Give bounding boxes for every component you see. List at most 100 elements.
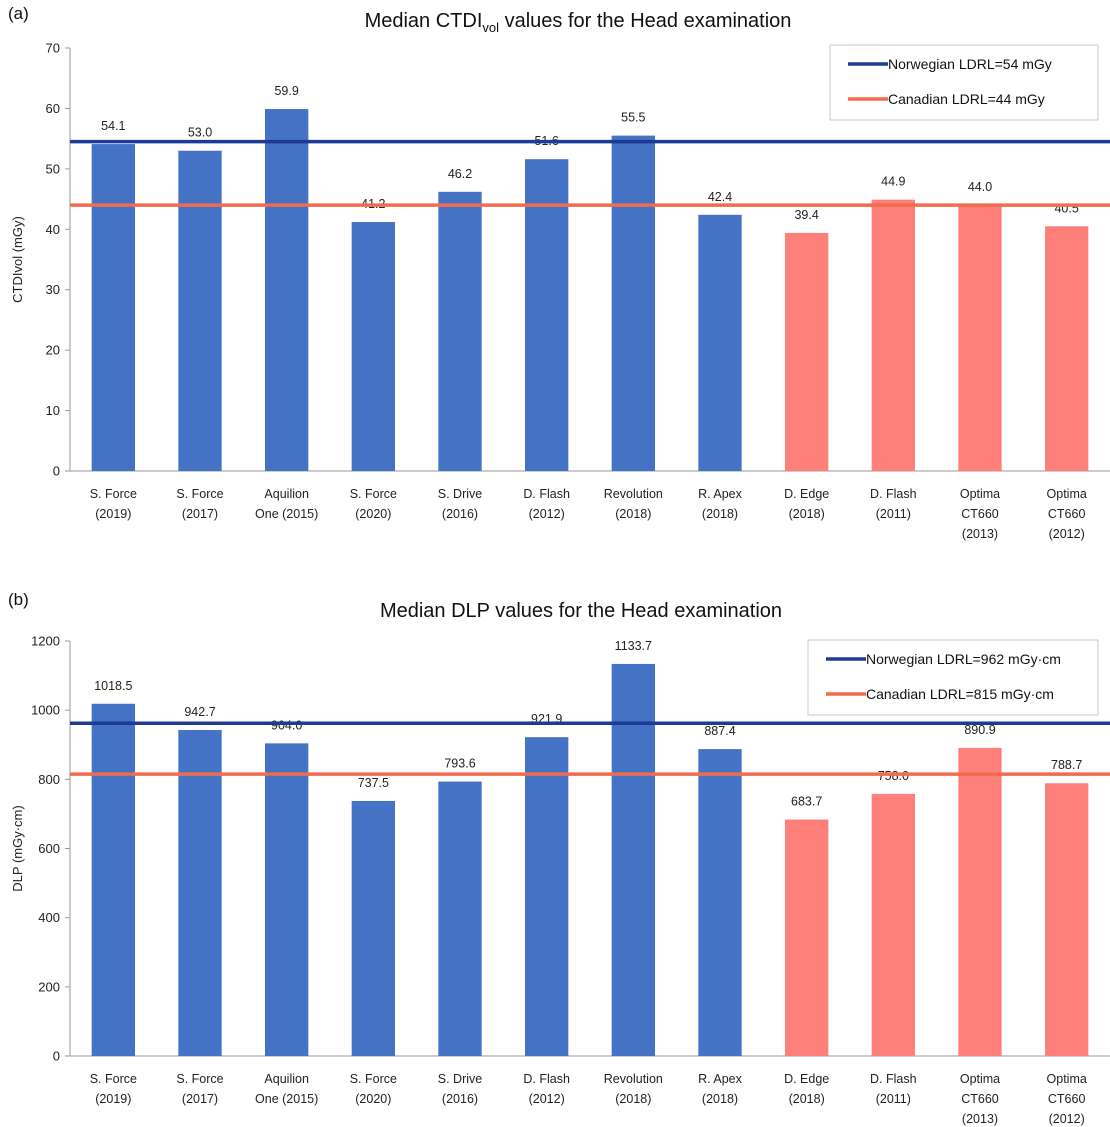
- chart0-bar-value-label: 54.1: [101, 119, 125, 133]
- chart0-category-label: R. Apex: [698, 487, 743, 501]
- chart1-category-label: Revolution: [604, 1072, 663, 1086]
- chart1-bar-value-label: 887.4: [704, 724, 735, 738]
- chart0-category-label: (2018): [789, 507, 825, 521]
- chart1-bar: [525, 737, 569, 1056]
- chart0-bar-value-label: 39.4: [794, 208, 818, 222]
- panel-b-label: (b): [8, 590, 29, 609]
- chart0-bar-value-label: 59.9: [274, 84, 298, 98]
- chart0-bar-value-label: 44.0: [968, 180, 992, 194]
- chart0-category-label: (2011): [876, 507, 911, 521]
- chart1-category-label: S. Drive: [438, 1072, 483, 1086]
- chart1-ytick-label: 400: [38, 910, 60, 925]
- chart0-category-label: S. Force: [350, 487, 397, 501]
- chart0-category-label: D. Edge: [784, 487, 829, 501]
- chart0-category-label: (2020): [355, 507, 391, 521]
- chart0-category-label: (2012): [529, 507, 565, 521]
- chart1-bar: [438, 781, 482, 1056]
- chart1-category-label: One (2015): [255, 1092, 318, 1106]
- chart0-bar: [1045, 226, 1089, 471]
- chart0-category-label: CT660: [961, 507, 999, 521]
- chart0-bar: [785, 232, 829, 471]
- chart1-bar: [871, 793, 915, 1056]
- chart1-category-label: D. Flash: [870, 1072, 917, 1086]
- chart0-category-label: Optima: [960, 487, 1000, 501]
- chart0-category-label: (2018): [615, 507, 651, 521]
- chart1-bar-value-label: 942.7: [184, 705, 215, 719]
- dlp-chart: Median DLP values for the Head examinati…: [10, 600, 1110, 1126]
- chart1-category-label: (2020): [355, 1092, 391, 1106]
- chart1-category-label: (2016): [442, 1092, 478, 1106]
- chart1-bar-value-label: 788.7: [1051, 758, 1082, 772]
- chart0-category-label: (2019): [95, 507, 131, 521]
- chart1-category-label: R. Apex: [698, 1072, 743, 1086]
- chart0-bar: [871, 199, 915, 471]
- chart0-category-label: CT660: [1048, 507, 1086, 521]
- chart0-category-label: D. Flash: [870, 487, 917, 501]
- chart1-bar: [611, 663, 655, 1056]
- chart0-category-label: (2017): [182, 507, 218, 521]
- chart1-bar: [785, 819, 829, 1056]
- chart1-legend: [807, 639, 1099, 716]
- chart1-category-label: (2018): [702, 1092, 738, 1106]
- chart1-legend-entry: Canadian LDRL=815 mGy·cm: [866, 686, 1054, 702]
- chart1-ytick-label: 0: [53, 1049, 60, 1064]
- chart0-ytick-label: 60: [46, 101, 60, 116]
- chart0-category-label: (2016): [442, 507, 478, 521]
- chart0-category-label: Revolution: [604, 487, 663, 501]
- chart1-bar-value-label: 1133.7: [615, 639, 652, 653]
- chart0-ytick-label: 0: [53, 464, 60, 479]
- chart0-category-label: (2013): [962, 527, 998, 541]
- chart0-bar: [351, 222, 395, 471]
- chart1-category-label: (2013): [962, 1112, 998, 1126]
- chart0-bar: [265, 109, 309, 471]
- chart1-bar-value-label: 890.9: [964, 723, 995, 737]
- ctdi-chart: Median CTDIvol values for the Head exami…: [10, 10, 1110, 541]
- chart0-category-label: One (2015): [255, 507, 318, 521]
- chart1-title: Median DLP values for the Head examinati…: [380, 600, 782, 622]
- chart1-bar: [178, 729, 222, 1056]
- chart1-ytick-label: 1000: [31, 703, 60, 718]
- chart1-bar: [958, 747, 1002, 1056]
- chart1-category-label: CT660: [961, 1092, 999, 1106]
- chart0-category-label: S. Force: [90, 487, 137, 501]
- chart0-bar: [525, 159, 569, 471]
- chart0-category-label: (2018): [702, 507, 738, 521]
- chart1-category-label: (2011): [876, 1092, 911, 1106]
- chart0-title: Median CTDIvol values for the Head exami…: [365, 10, 792, 35]
- chart1-bar: [351, 800, 395, 1056]
- chart1-category-label: (2019): [95, 1092, 131, 1106]
- chart1-bar-value-label: 793.6: [444, 757, 475, 771]
- chart1-category-label: (2017): [182, 1092, 218, 1106]
- chart0-category-label: S. Drive: [438, 487, 483, 501]
- chart0-category-label: D. Flash: [523, 487, 570, 501]
- chart1-bar: [1045, 783, 1089, 1056]
- chart1-category-label: (2012): [1049, 1112, 1085, 1126]
- chart0-bar: [91, 144, 135, 471]
- chart0-ytick-label: 10: [46, 403, 60, 418]
- chart1-category-label: D. Flash: [523, 1072, 570, 1086]
- chart1-ytick-label: 600: [38, 841, 60, 856]
- chart0-category-label: (2012): [1049, 527, 1085, 541]
- chart1-category-label: Aquilion: [264, 1072, 309, 1086]
- chart1-ytick-label: 200: [38, 979, 60, 994]
- chart0-category-label: Aquilion: [264, 487, 309, 501]
- chart1-ytick-label: 1200: [31, 634, 60, 649]
- chart1-category-label: CT660: [1048, 1092, 1086, 1106]
- chart0-bar-value-label: 44.9: [881, 175, 905, 189]
- panel-a-label: (a): [8, 4, 29, 23]
- chart1-bar-value-label: 1018.5: [94, 679, 132, 693]
- chart1-bar: [265, 743, 309, 1056]
- chart0-bar: [438, 191, 482, 471]
- chart0-ytick-label: 20: [46, 343, 60, 358]
- chart1-legend-entry: Norwegian LDRL=962 mGy·cm: [866, 651, 1061, 667]
- chart0-bar-value-label: 55.5: [621, 111, 645, 125]
- chart1-y-axis-label: DLP (mGy·cm): [10, 805, 25, 891]
- chart1-bar: [91, 703, 135, 1056]
- chart0-bar-value-label: 42.4: [708, 190, 732, 204]
- chart1-bar-value-label: 904.0: [271, 718, 302, 732]
- chart0-bar-value-label: 46.2: [448, 167, 472, 181]
- chart0-ytick-label: 30: [46, 282, 60, 297]
- chart0-legend-entry: Canadian LDRL=44 mGy: [888, 91, 1045, 107]
- chart0-category-label: S. Force: [176, 487, 223, 501]
- chart1-bar: [698, 749, 742, 1056]
